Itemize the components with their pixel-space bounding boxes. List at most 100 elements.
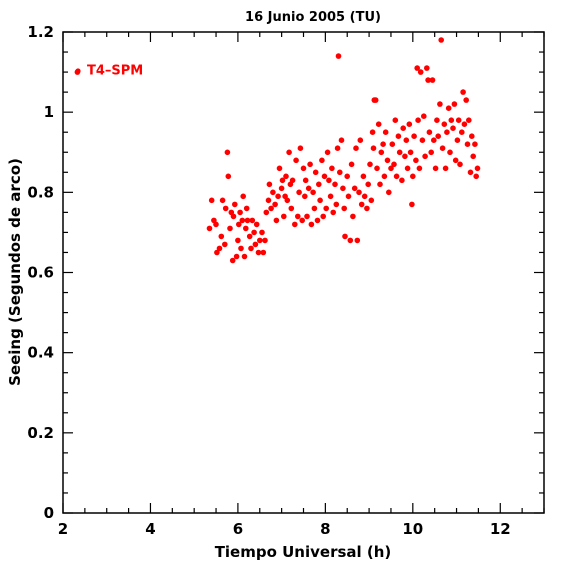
data-point — [399, 177, 405, 184]
data-point — [249, 217, 256, 224]
data-point — [424, 65, 430, 71]
data-point — [452, 157, 459, 164]
data-point — [350, 213, 356, 220]
data-point — [235, 237, 241, 244]
data-point — [472, 141, 478, 147]
data-point — [340, 185, 346, 192]
data-point — [417, 69, 424, 75]
data-point — [230, 213, 237, 220]
data-point — [413, 157, 419, 164]
data-point — [334, 145, 341, 151]
data-point — [317, 197, 323, 204]
data-point — [344, 173, 351, 180]
data-point — [353, 145, 359, 151]
data-point — [382, 129, 389, 135]
x-tick-label: 4 — [145, 520, 155, 538]
data-point — [392, 117, 399, 123]
data-point — [466, 117, 472, 123]
data-point — [304, 213, 310, 220]
data-point — [335, 53, 342, 59]
data-point — [260, 249, 267, 256]
data-points — [74, 37, 481, 264]
data-point — [422, 153, 428, 160]
data-point — [393, 173, 400, 180]
data-point — [284, 197, 291, 204]
data-point — [286, 149, 292, 156]
data-point — [329, 165, 335, 172]
data-point — [421, 113, 427, 119]
data-point — [416, 165, 423, 172]
data-point — [253, 221, 260, 228]
data-point — [216, 245, 223, 252]
data-point — [300, 165, 307, 172]
data-point — [380, 141, 386, 147]
data-point — [444, 129, 450, 135]
data-point — [263, 209, 270, 216]
data-point — [361, 193, 368, 200]
data-point — [402, 153, 408, 160]
data-point — [326, 177, 332, 184]
data-point — [243, 205, 250, 212]
data-point — [407, 149, 414, 156]
chart-title: 16 Junio 2005 (TU) — [245, 10, 381, 25]
data-point — [426, 129, 433, 135]
data-point — [460, 89, 466, 95]
data-point — [386, 189, 392, 196]
data-point — [243, 225, 249, 232]
data-point — [222, 241, 228, 248]
data-point — [275, 193, 281, 200]
data-point — [338, 137, 345, 143]
data-point — [415, 117, 421, 123]
data-point — [348, 161, 355, 168]
data-point — [272, 201, 278, 208]
x-tick-label: 6 — [233, 520, 243, 538]
data-point — [330, 209, 337, 216]
data-point — [445, 105, 452, 111]
data-point — [337, 169, 343, 176]
data-point — [341, 205, 348, 212]
data-point — [307, 161, 313, 168]
y-tick-label: 1 — [44, 103, 54, 121]
data-point — [316, 181, 322, 188]
data-point — [314, 217, 321, 224]
data-point — [266, 181, 273, 188]
plot-frame — [62, 31, 545, 514]
data-point — [360, 173, 367, 180]
data-point — [368, 197, 375, 204]
y-tick-label: 0 — [44, 504, 54, 522]
x-tick-label: 8 — [320, 520, 330, 538]
data-point — [225, 173, 232, 180]
data-point — [302, 193, 308, 200]
data-point — [299, 217, 306, 224]
data-point — [305, 185, 312, 192]
data-point — [295, 213, 301, 220]
data-point — [222, 205, 229, 212]
data-point — [470, 153, 477, 160]
data-point — [236, 221, 242, 228]
data-point — [409, 201, 415, 208]
data-point — [240, 193, 246, 200]
data-point — [323, 205, 330, 212]
data-point — [447, 149, 453, 156]
data-point — [354, 237, 361, 244]
data-point — [429, 77, 436, 83]
data-point — [310, 189, 316, 196]
data-point — [439, 145, 446, 151]
data-point — [431, 137, 437, 143]
data-point — [218, 233, 225, 240]
data-point — [374, 165, 380, 172]
data-point — [255, 249, 262, 256]
data-point — [259, 229, 265, 236]
y-tick-label: 0.8 — [27, 183, 54, 201]
data-point — [455, 117, 462, 123]
data-point — [351, 185, 358, 192]
y-tick-label: 0.2 — [27, 424, 54, 442]
data-point — [378, 149, 385, 156]
data-point — [241, 253, 248, 260]
data-point — [464, 141, 471, 147]
data-point — [457, 161, 463, 168]
data-point — [425, 77, 431, 83]
data-point — [375, 121, 382, 127]
data-point — [419, 137, 426, 143]
